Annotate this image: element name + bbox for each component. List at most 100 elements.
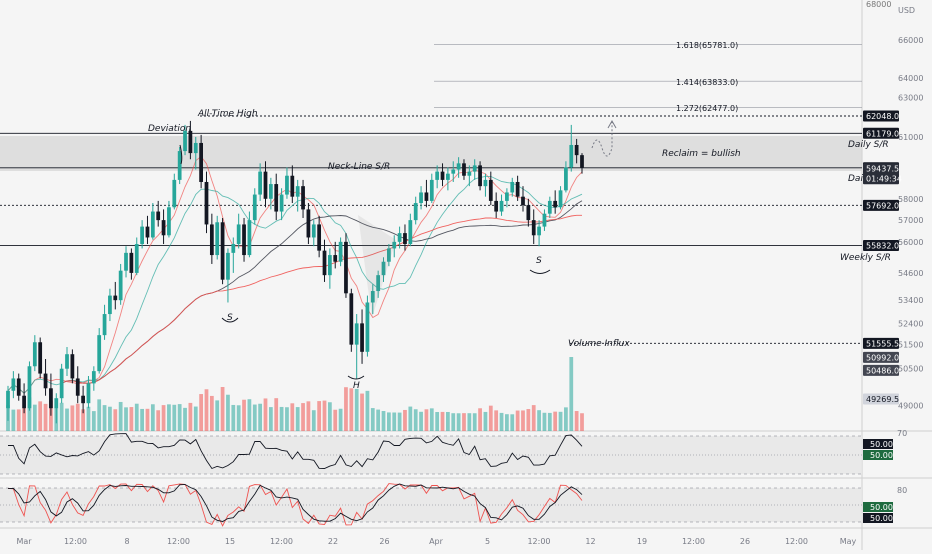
time-tick-label: 12 bbox=[585, 537, 595, 546]
volume-bar bbox=[102, 405, 107, 431]
price-badge-bg bbox=[863, 364, 899, 376]
price-tick-label: 53400 bbox=[898, 296, 923, 305]
volume-bar bbox=[231, 404, 236, 431]
volume-bar bbox=[488, 405, 493, 431]
annotation-daily-sr-1: Daily S/R bbox=[848, 140, 889, 150]
candle bbox=[118, 263, 123, 305]
candle bbox=[220, 217, 225, 285]
price-badge-text: 50992.0 bbox=[866, 353, 899, 362]
candle bbox=[558, 186, 563, 210]
stoch-badge-2 bbox=[863, 513, 893, 523]
volume-bar bbox=[564, 407, 568, 431]
volume-bar bbox=[446, 411, 450, 431]
price-axis[interactable]: 66000 64000 63000 61000 58000 57000 56000 54600… bbox=[898, 36, 923, 410]
volume-bar bbox=[215, 400, 220, 431]
volume-bar bbox=[183, 407, 187, 431]
candle bbox=[81, 385, 85, 414]
candle bbox=[435, 165, 440, 189]
volume-bar bbox=[451, 413, 456, 431]
rsi-line bbox=[8, 433, 583, 470]
annotation-weekly-sr: Weekly S/R bbox=[840, 253, 891, 263]
time-axis[interactable]: Mar 12:00 8 12:00 15 12:00 22 26 Apr 5 12:00 12 19 12… bbox=[16, 537, 856, 546]
volume-bar bbox=[11, 409, 16, 431]
candle bbox=[311, 220, 316, 247]
volume-bar bbox=[59, 402, 64, 431]
volume-bar bbox=[188, 402, 193, 431]
volume-bar bbox=[376, 409, 381, 431]
candle bbox=[472, 159, 477, 180]
volume-bar bbox=[344, 387, 348, 431]
price-tick-label: 63000 bbox=[898, 93, 923, 102]
time-tick-label: 19 bbox=[637, 537, 647, 546]
candle bbox=[6, 385, 10, 421]
volume-bar bbox=[279, 406, 284, 431]
volume-bar bbox=[317, 401, 322, 431]
volume-bar bbox=[129, 407, 134, 431]
candle bbox=[510, 177, 515, 197]
volume-bar bbox=[242, 399, 246, 431]
candle bbox=[397, 226, 402, 249]
rsi-badge-1-text: 50.00 bbox=[870, 440, 893, 449]
candle bbox=[338, 237, 343, 267]
moving-average-12 bbox=[7, 175, 583, 394]
moving-average-6 bbox=[7, 155, 583, 394]
candle bbox=[408, 213, 413, 247]
volume-bar bbox=[285, 407, 289, 431]
time-tick-label: 15 bbox=[225, 537, 235, 546]
moving-average-60 bbox=[61, 214, 582, 384]
volume-bar bbox=[38, 401, 43, 431]
candle bbox=[279, 188, 284, 221]
volume-bar bbox=[521, 410, 525, 431]
moving-averages bbox=[7, 155, 583, 394]
candle bbox=[91, 366, 96, 391]
candle bbox=[247, 211, 252, 258]
candle bbox=[32, 335, 37, 372]
candle bbox=[209, 213, 214, 264]
candle bbox=[27, 361, 32, 411]
candle bbox=[242, 217, 246, 262]
annotation-shoulder-left: S bbox=[227, 313, 233, 323]
candle bbox=[327, 248, 332, 289]
candle bbox=[564, 161, 568, 193]
volume-bar bbox=[301, 403, 305, 431]
volume-bar bbox=[360, 393, 364, 431]
candle bbox=[252, 188, 257, 225]
volume-bar bbox=[16, 409, 21, 431]
candle bbox=[134, 237, 139, 276]
candle bbox=[86, 376, 91, 409]
volume-bar bbox=[435, 412, 440, 431]
volume-bar bbox=[177, 404, 182, 431]
candle bbox=[161, 209, 166, 245]
time-tick-label: 12:00 bbox=[527, 537, 550, 546]
volume-bar bbox=[403, 409, 407, 431]
candle bbox=[451, 161, 456, 182]
candle bbox=[488, 171, 493, 206]
candle bbox=[268, 177, 273, 210]
head-shape bbox=[358, 215, 396, 318]
candle bbox=[145, 215, 150, 245]
price-badge-text: 62048.0 bbox=[866, 112, 899, 121]
volume-bar bbox=[553, 411, 558, 431]
candle bbox=[462, 159, 466, 180]
candle bbox=[360, 309, 364, 364]
volume-bar bbox=[381, 411, 386, 431]
stoch-band bbox=[0, 488, 862, 522]
projection-arrow-icon bbox=[607, 119, 617, 129]
volume-bar bbox=[268, 407, 273, 431]
rsi-badge-1 bbox=[863, 439, 893, 449]
volume-bar bbox=[547, 412, 552, 431]
candle bbox=[537, 220, 541, 247]
rsi-badge-2-text: 50.00 bbox=[870, 451, 893, 460]
volume-bar bbox=[392, 412, 397, 431]
candle bbox=[124, 246, 128, 278]
volume-bar bbox=[220, 387, 225, 431]
candle bbox=[70, 349, 75, 384]
time-tick-label: 26 bbox=[379, 537, 389, 546]
volume-bar bbox=[150, 404, 155, 431]
volume-bar bbox=[199, 394, 203, 431]
candle bbox=[306, 203, 311, 245]
candle bbox=[547, 196, 552, 218]
